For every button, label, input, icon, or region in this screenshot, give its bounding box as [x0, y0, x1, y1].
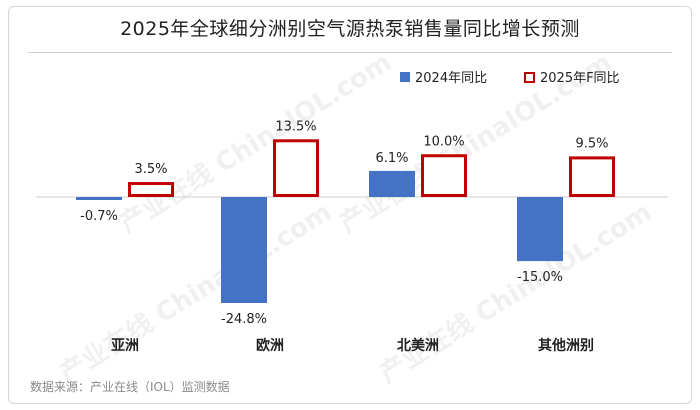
- title-divider: [28, 52, 672, 53]
- category-label-3: 其他洲别: [538, 337, 594, 354]
- legend-swatch-2025f: [524, 72, 535, 83]
- watermark: 产业在线 ChinaIOL.com: [55, 197, 337, 389]
- bar-2025f-0: [128, 182, 174, 198]
- legend-label-2025f: 2025年F同比: [540, 71, 620, 86]
- chart-frame: [8, 6, 692, 404]
- chart-title: 2025年全球细分洲别空气源热泵销售量同比增长预测: [120, 18, 580, 40]
- data-label-2025f-0: 3.5%: [134, 162, 167, 177]
- data-label-2025f-3: 9.5%: [575, 136, 608, 151]
- svg-text:产业在线 ChinaIOL.com: 产业在线 ChinaIOL.com: [375, 197, 657, 389]
- data-label-2025f-1: 13.5%: [275, 119, 316, 134]
- watermark: 产业在线 ChinaIOL.com: [375, 197, 657, 389]
- data-label-2024-2: 6.1%: [375, 151, 408, 166]
- svg-text:产业在线 ChinaIOL.com: 产业在线 ChinaIOL.com: [55, 197, 337, 389]
- bar-2025f-1: [273, 139, 319, 197]
- bar-2024-3: [517, 197, 563, 262]
- legend-swatch-2024: [400, 72, 410, 82]
- data-label-2024-1: -24.8%: [221, 312, 267, 327]
- category-label-0: 亚洲: [111, 338, 139, 354]
- data-label-2024-0: -0.7%: [80, 209, 118, 224]
- data-label-2024-3: -15.0%: [517, 270, 563, 285]
- bar-2024-1: [221, 197, 267, 303]
- source-note: 数据来源：产业在线（IOL）监测数据: [30, 380, 230, 394]
- bar-2025f-2: [421, 154, 467, 198]
- category-label-1: 欧洲: [256, 337, 284, 354]
- bar-2024-2: [369, 170, 415, 197]
- bar-2025f-3: [569, 156, 615, 197]
- data-label-2025f-2: 10.0%: [423, 134, 464, 149]
- bar-2024-0: [76, 197, 122, 200]
- legend-label-2024: 2024年同比: [415, 71, 487, 86]
- category-label-2: 北美洲: [397, 337, 439, 354]
